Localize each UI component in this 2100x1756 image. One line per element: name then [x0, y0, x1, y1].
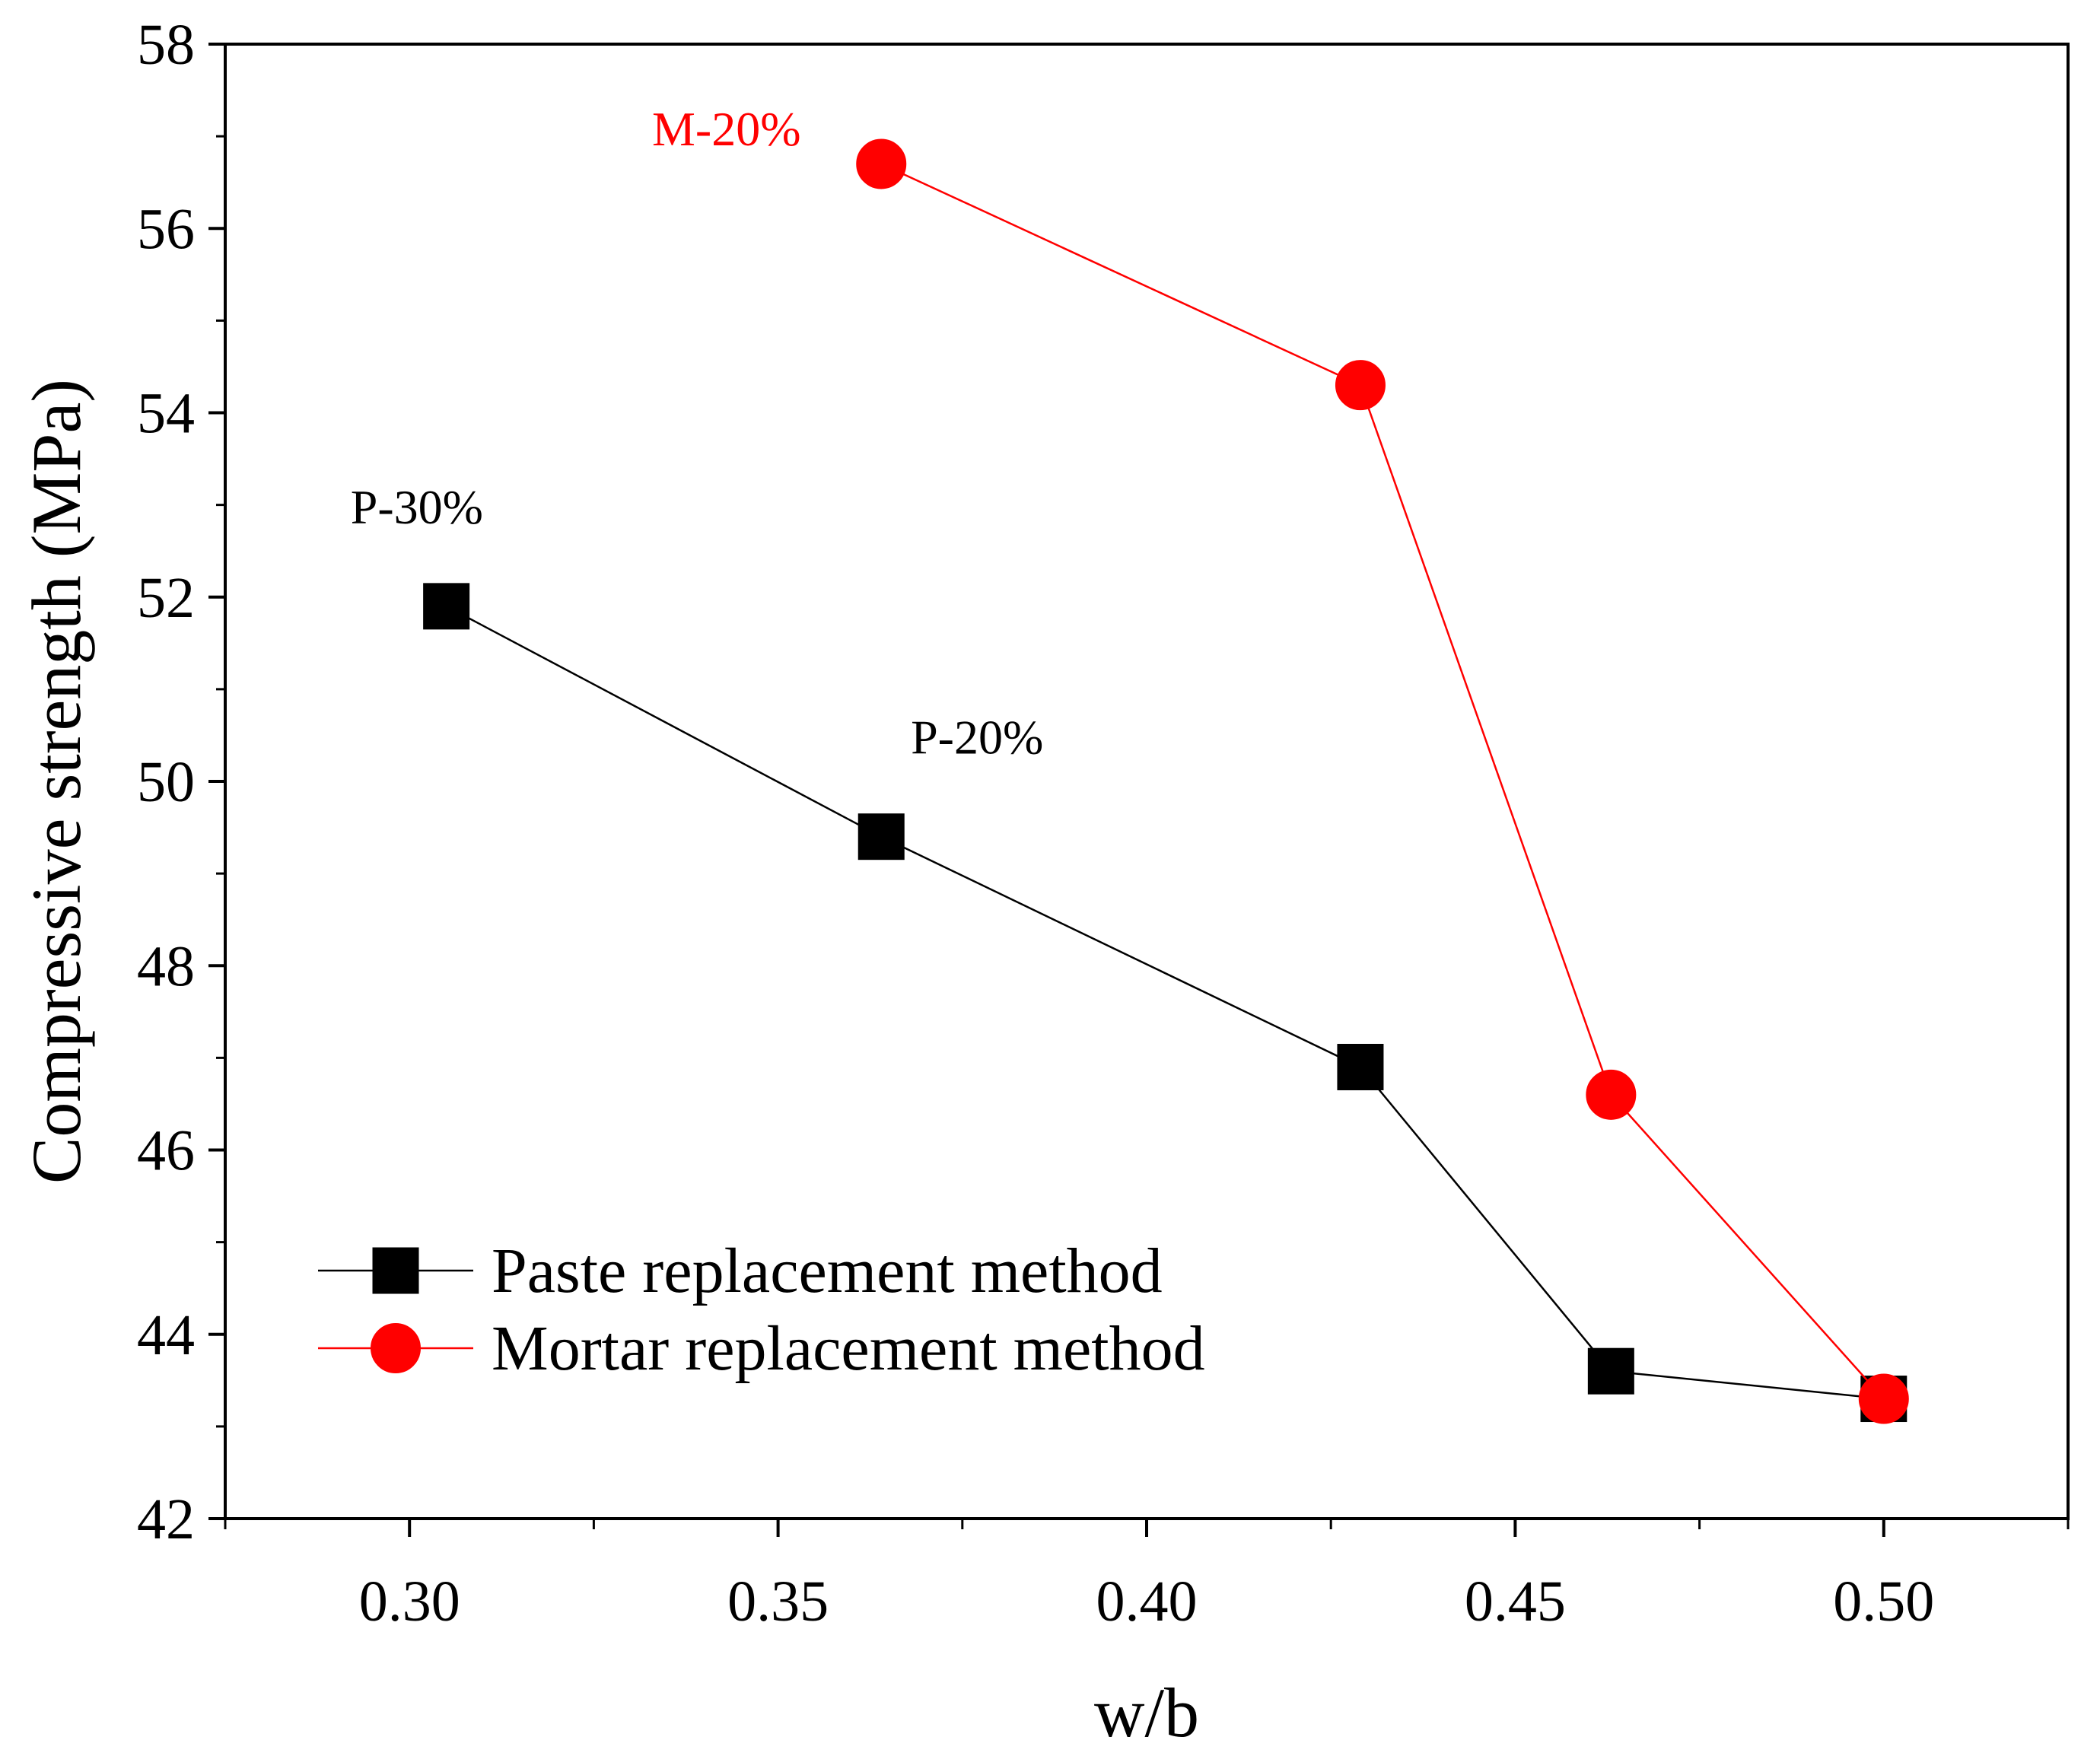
annotations: M-20% P-30% P-20% — [351, 102, 1044, 764]
mortar-point — [1586, 1069, 1637, 1120]
y-axis-title: Compressive strength (MPa) — [18, 379, 95, 1184]
y-tick-label: 46 — [137, 1119, 195, 1183]
annotation-label: P-30% — [351, 480, 483, 534]
paste-point — [1337, 1043, 1384, 1090]
mortar-point — [1335, 360, 1386, 411]
x-tick-label: 0.50 — [1833, 1570, 1934, 1634]
legend-label: Paste replacement method — [492, 1236, 1163, 1306]
y-tick-label: 58 — [137, 13, 195, 77]
y-tick-label: 52 — [137, 566, 195, 630]
mortar-point — [856, 138, 907, 189]
legend-marker — [371, 1323, 421, 1373]
legend-marker — [372, 1247, 419, 1294]
series-line-mortar — [880, 163, 1885, 1400]
x-tick-label: 0.45 — [1465, 1570, 1566, 1634]
y-tick-label: 50 — [137, 750, 195, 814]
y-tick-label: 54 — [137, 382, 195, 446]
y-tick-label: 44 — [137, 1303, 195, 1367]
x-axis-title: w/b — [1094, 1674, 1199, 1751]
x-tick-label: 0.30 — [359, 1570, 460, 1634]
x-tick-label: 0.35 — [727, 1570, 829, 1634]
legend-label: Mortar replacement method — [492, 1313, 1205, 1384]
y-tick-label: 56 — [137, 197, 195, 261]
series-layer — [423, 138, 1909, 1424]
y-tick-label: 42 — [137, 1487, 195, 1551]
paste-point — [423, 583, 470, 630]
annotation-label: P-20% — [911, 711, 1043, 765]
x-tick-label: 0.40 — [1096, 1570, 1198, 1634]
mortar-point — [1858, 1373, 1909, 1424]
paste-point — [858, 813, 905, 861]
y-tick-label: 48 — [137, 934, 195, 998]
paste-point — [1587, 1347, 1634, 1395]
annotation-label: M-20% — [652, 102, 801, 156]
axes: 42 44 46 48 50 52 54 56 58 0.30 0.35 0.40 0.45 0.50 — [137, 13, 2070, 1634]
